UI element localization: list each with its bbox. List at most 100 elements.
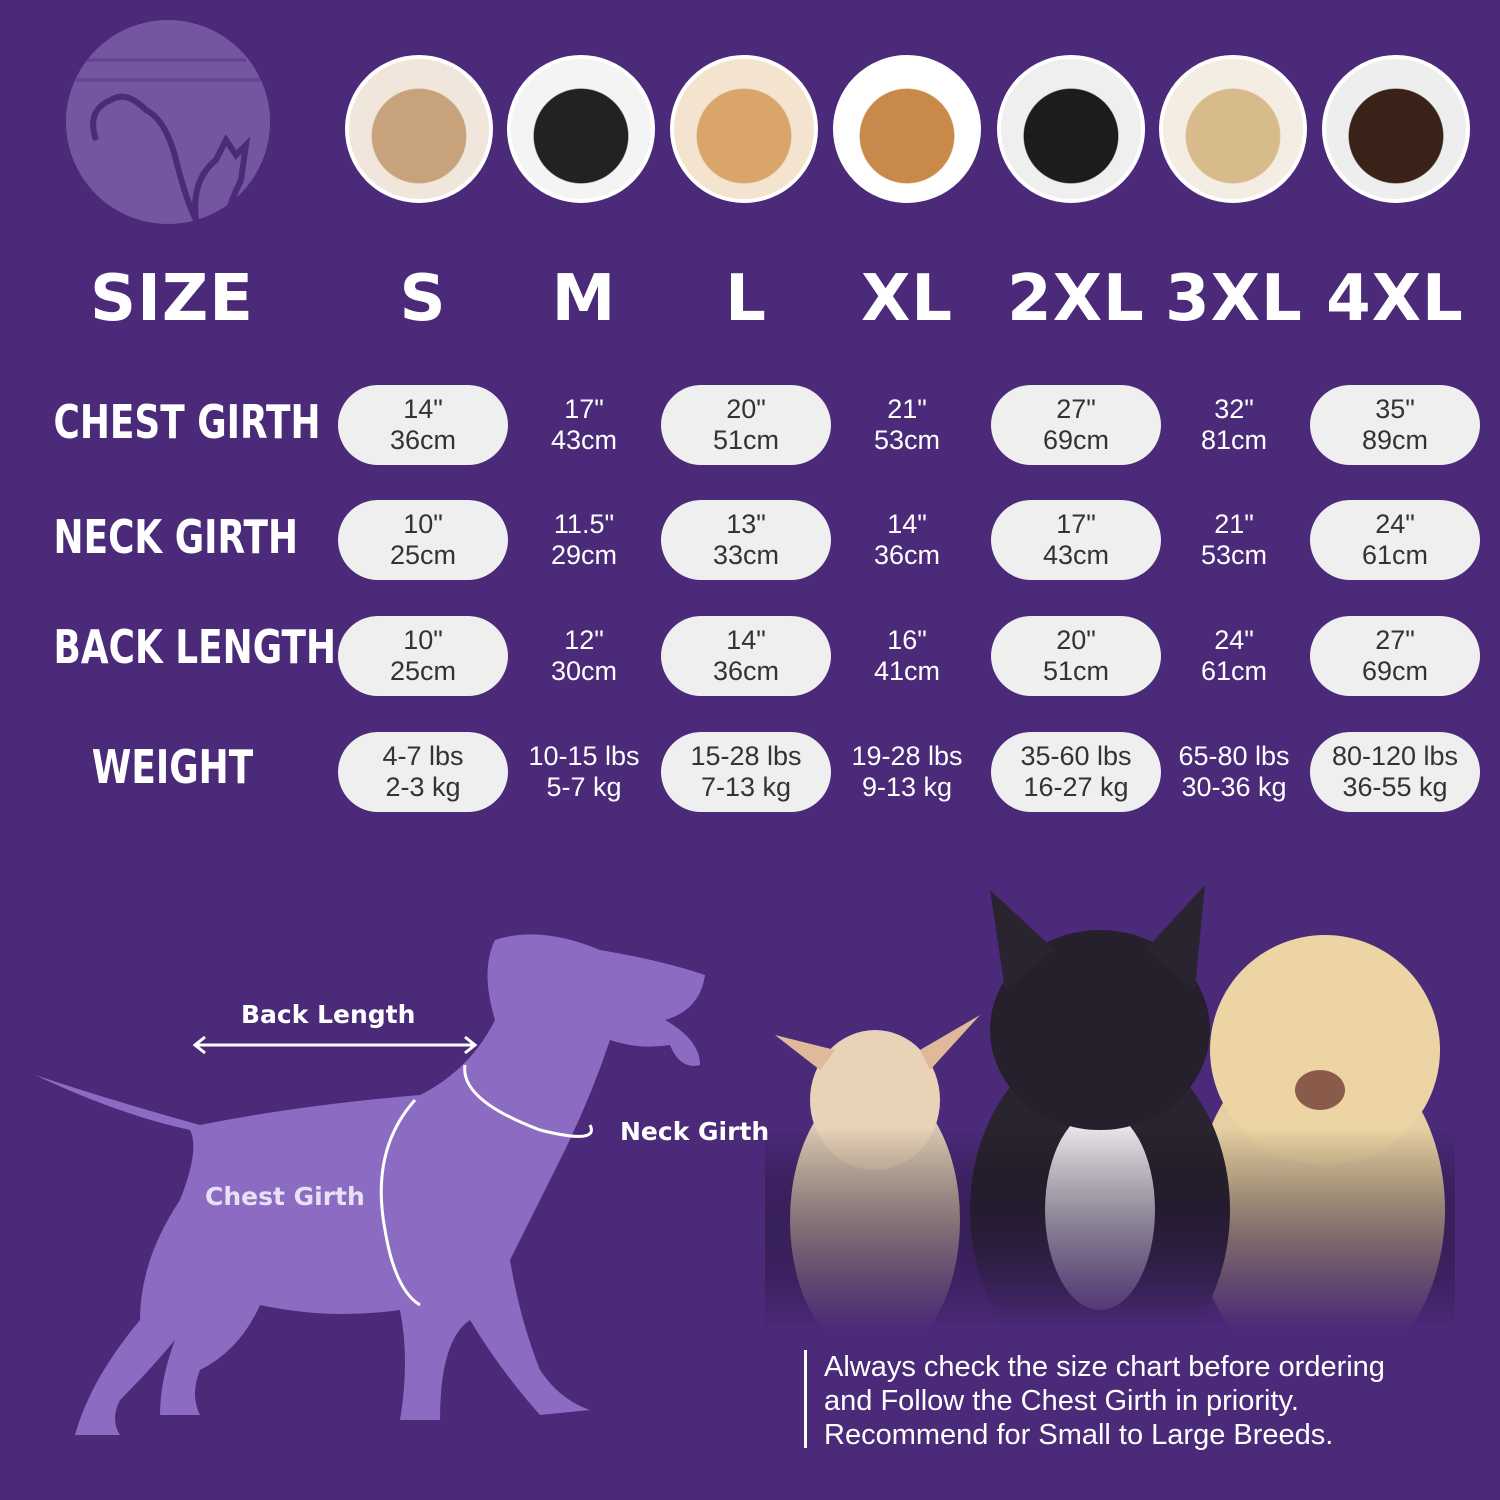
row-label: WEIGHT <box>91 740 254 794</box>
cell-value: 13" <box>726 509 766 539</box>
cell-value: 43cm <box>550 425 618 455</box>
cell-value: 65-80 lbs <box>1178 741 1290 771</box>
cell-value: 27" <box>1375 625 1415 655</box>
table-cell: 17" 43cm <box>991 500 1161 580</box>
cell-value: 51cm <box>712 425 780 455</box>
table-cell: 80-120 lbs 36-55 kg <box>1310 732 1480 812</box>
cell-value: 36cm <box>873 540 941 570</box>
table-cell: 20" 51cm <box>991 616 1161 696</box>
neck-girth-line <box>463 1064 593 1138</box>
sizing-note: Always check the size chart before order… <box>804 1350 1385 1451</box>
table-cell: 14" 36cm <box>338 385 508 465</box>
cell-value: 5-7 kg <box>546 772 622 802</box>
cell-value: 15-28 lbs <box>690 741 802 771</box>
cell-value: 53cm <box>1200 540 1268 570</box>
cell-value: 27" <box>1056 394 1096 424</box>
table-cell: 12" 30cm <box>499 616 669 696</box>
size-header-3xl: 3XL <box>1165 262 1303 336</box>
border-collie-photo <box>997 55 1145 203</box>
table-cell: 21" 53cm <box>1149 500 1319 580</box>
row-label: NECK GIRTH <box>53 510 299 564</box>
cell-value: 35-60 lbs <box>1020 741 1132 771</box>
table-cell: 14" 36cm <box>822 500 992 580</box>
size-header-m: M <box>551 262 617 336</box>
note-line: and Follow the Chest Girth in priority. <box>824 1385 1299 1417</box>
cell-value: 21" <box>1214 509 1254 539</box>
cell-value: 12" <box>564 625 604 655</box>
row-label: CHEST GIRTH <box>53 395 321 449</box>
table-cell: 35-60 lbs 16-27 kg <box>991 732 1161 812</box>
row-label: BACK LENGTH <box>53 620 337 674</box>
table-cell: 10" 25cm <box>338 500 508 580</box>
cell-value: 24" <box>1214 625 1254 655</box>
cell-value: 10" <box>403 625 443 655</box>
cell-value: 2-3 kg <box>385 772 461 802</box>
cell-value: 14" <box>887 509 927 539</box>
dog-cat-logo-icon <box>76 58 261 222</box>
cell-value: 53cm <box>873 425 941 455</box>
table-cell: 11.5" 29cm <box>499 500 669 580</box>
size-header-2xl: 2XL <box>1007 262 1145 336</box>
cell-value: 69cm <box>1361 656 1429 686</box>
pet-logo <box>66 20 270 224</box>
cell-value: 25cm <box>389 656 457 686</box>
cell-value: 89cm <box>1361 425 1429 455</box>
cell-value: 33cm <box>712 540 780 570</box>
table-cell: 35" 89cm <box>1310 385 1480 465</box>
table-cell: 20" 51cm <box>661 385 831 465</box>
three-dogs-photo <box>765 880 1455 1330</box>
cell-value: 61cm <box>1361 540 1429 570</box>
cell-value: 51cm <box>1042 656 1110 686</box>
table-cell: 17" 43cm <box>499 385 669 465</box>
cell-value: 81cm <box>1200 425 1268 455</box>
neck-girth-label: Neck Girth <box>620 1117 770 1146</box>
table-cell: 13" 33cm <box>661 500 831 580</box>
cell-value: 17" <box>564 394 604 424</box>
labrador-photo <box>1159 55 1307 203</box>
cell-value: 19-28 lbs <box>851 741 963 771</box>
cell-value: 36-55 kg <box>1342 772 1448 802</box>
size-header-xl: XL <box>860 262 954 336</box>
cell-value: 11.5" <box>553 509 615 539</box>
cell-value: 10" <box>403 509 443 539</box>
table-cell: 10" 25cm <box>338 616 508 696</box>
note-line: Always check the size chart before order… <box>824 1351 1385 1383</box>
back-length-label: Back Length <box>241 1000 416 1029</box>
cell-value: 69cm <box>1042 425 1110 455</box>
table-cell: 4-7 lbs 2-3 kg <box>338 732 508 812</box>
chest-girth-label: Chest Girth <box>205 1182 365 1211</box>
cell-value: 7-13 kg <box>700 772 792 802</box>
table-cell: 24" 61cm <box>1149 616 1319 696</box>
cell-value: 30cm <box>550 656 618 686</box>
table-cell: 24" 61cm <box>1310 500 1480 580</box>
cell-value: 43cm <box>1042 540 1110 570</box>
dog-silhouette <box>35 934 705 1435</box>
cell-value: 17" <box>1056 509 1096 539</box>
cell-value: 21" <box>887 394 927 424</box>
cell-value: 20" <box>1056 625 1096 655</box>
note-line: Recommend for Small to Large Breeds. <box>824 1419 1334 1451</box>
size-header-4xl: 4XL <box>1326 262 1464 336</box>
cell-value: 9-13 kg <box>861 772 953 802</box>
table-cell: 32" 81cm <box>1149 385 1319 465</box>
cell-value: 16-27 kg <box>1023 772 1129 802</box>
cell-value: 14" <box>403 394 443 424</box>
table-cell: 65-80 lbs 30-36 kg <box>1149 732 1319 812</box>
cell-value: 4-7 lbs <box>382 741 464 771</box>
table-cell: 16" 41cm <box>822 616 992 696</box>
table-cell: 10-15 lbs 5-7 kg <box>499 732 669 812</box>
cell-value: 20" <box>726 394 766 424</box>
cell-value: 10-15 lbs <box>528 741 640 771</box>
cell-value: 25cm <box>389 540 457 570</box>
shih-tzu-photo <box>345 55 493 203</box>
table-cell: 19-28 lbs 9-13 kg <box>822 732 992 812</box>
cell-value: 16" <box>887 625 927 655</box>
cell-value: 41cm <box>873 656 941 686</box>
boston-terrier-photo <box>507 55 655 203</box>
cell-value: 36cm <box>712 656 780 686</box>
cell-value: 29cm <box>550 540 618 570</box>
cell-value: 80-120 lbs <box>1331 741 1459 771</box>
cell-value: 14" <box>726 625 766 655</box>
size-header-label: SIZE <box>89 262 255 336</box>
cell-value: 61cm <box>1200 656 1268 686</box>
